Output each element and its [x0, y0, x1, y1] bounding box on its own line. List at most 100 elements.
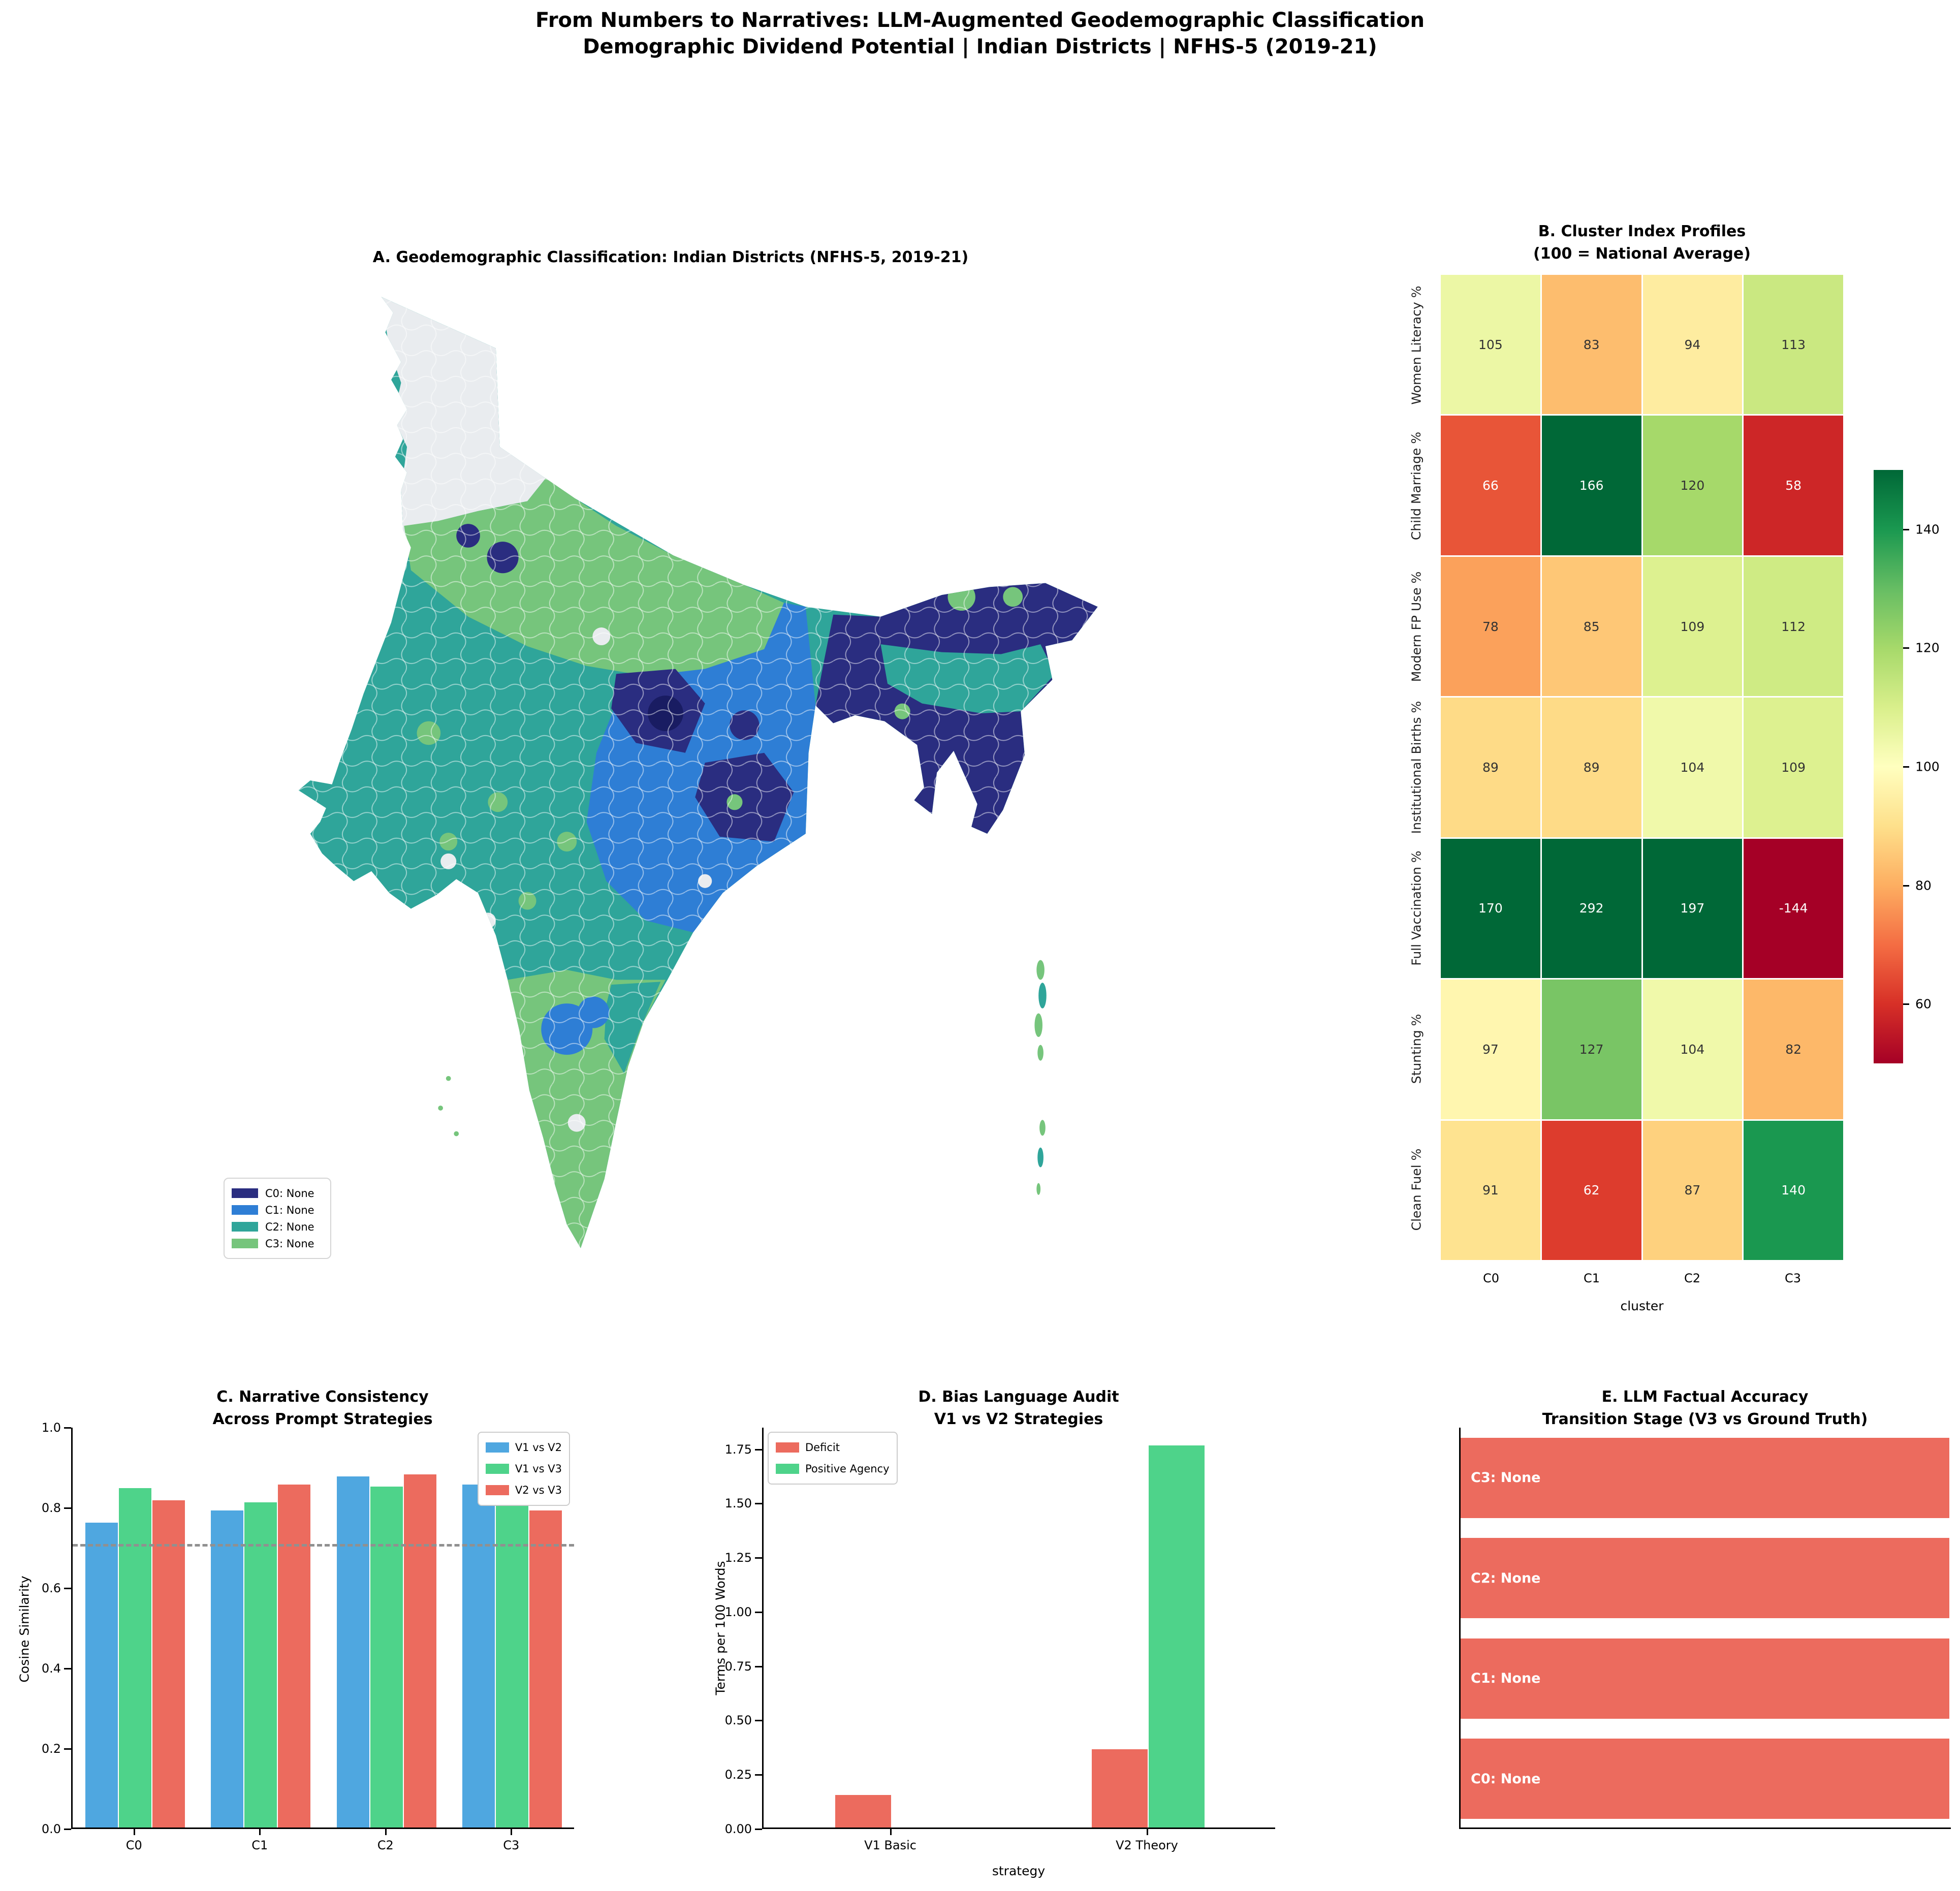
heatmap-cell-stunting--c0: 97	[1441, 980, 1540, 1119]
y-tick-label: 0.6	[41, 1581, 61, 1595]
map-legend-item-c3: C3: None	[232, 1235, 323, 1252]
x-tick	[133, 1829, 135, 1835]
heatmap-row-label: Clean Fuel %	[1402, 1119, 1431, 1260]
map-legend-label-c3: C3: None	[265, 1237, 314, 1250]
heatmap-cell-full-vaccination--c1: 292	[1541, 838, 1641, 979]
colorbar-tick	[1903, 766, 1909, 768]
bar-c1-v1-vs-v2	[211, 1510, 244, 1827]
heatmap-row-label-text: Stunting %	[1409, 1014, 1424, 1084]
y-tick-label: 0.00	[724, 1822, 752, 1836]
panel-d-title: D. Bias Language Audit V1 vs V2 Strategi…	[762, 1386, 1275, 1431]
heatmap-cell-clean-fuel--c0: 91	[1441, 1120, 1540, 1260]
panel-d-xlabel: strategy	[992, 1864, 1046, 1878]
map-speck-tripura-missing	[926, 824, 938, 836]
heatmap-cell-women-literacy--c2: 94	[1642, 275, 1743, 415]
map-legend-label-c2: C2: None	[265, 1220, 314, 1233]
x-tick	[890, 1829, 892, 1835]
panel-d-title-line1: D. Bias Language Audit	[918, 1388, 1119, 1406]
map-legend-label-c1: C1: None	[265, 1204, 314, 1216]
panel-c-title: C. Narrative Consistency Across Prompt S…	[71, 1386, 574, 1431]
x-tick	[385, 1829, 387, 1835]
legend-label: V1 vs V3	[515, 1463, 562, 1475]
heatmap-cell-institutional-births--c0: 89	[1441, 698, 1540, 837]
bar-v1-basic-deficit	[835, 1794, 891, 1827]
chart-legend: V1 vs V2 V1 vs V3 V2 vs V3	[477, 1432, 570, 1506]
y-tick-label: 1.50	[724, 1496, 752, 1511]
y-tick-label: 0.4	[41, 1661, 61, 1676]
heatmap-cell-women-literacy--c3: 113	[1744, 275, 1843, 415]
panel-c-title-line2: Across Prompt Strategies	[212, 1410, 433, 1428]
hbar-label: C1: None	[1471, 1671, 1541, 1687]
hbar-c0-none: C0: None	[1461, 1739, 1949, 1819]
heatmap-cell-child-marriage--c3: 58	[1744, 416, 1843, 555]
bar-c1-v2-vs-v3	[278, 1484, 311, 1827]
colorbar-tick	[1903, 1003, 1909, 1005]
heatmap-grid: 105 83 94 113 66 166 120 58 78 85 109 112 89 89 104 109…	[1441, 275, 1843, 1260]
y-tick-label: 1.0	[41, 1421, 61, 1435]
y-tick	[755, 1720, 762, 1722]
heatmap-xlabel: cluster	[1620, 1299, 1664, 1313]
x-tick	[511, 1829, 513, 1835]
heatmap-row-label: Women Literacy %	[1402, 275, 1431, 416]
legend-item-positive-agency: Positive Agency	[776, 1458, 890, 1479]
threshold-line	[73, 1544, 574, 1547]
hbar-c2-none: C2: None	[1461, 1538, 1949, 1619]
heatmap-cell-modern-fp-use--c3: 112	[1744, 556, 1843, 697]
x-tick	[259, 1829, 261, 1835]
y-tick-label: 1.00	[724, 1604, 752, 1619]
hbar-c1-none: C1: None	[1461, 1638, 1949, 1719]
map-legend: C0: None C1: None C2: None C3: None	[224, 1178, 331, 1259]
y-tick	[64, 1588, 71, 1589]
map-legend-swatch-c3	[232, 1239, 258, 1248]
legend-label: V1 vs V2	[515, 1441, 562, 1454]
map-legend-swatch-c2	[232, 1222, 258, 1232]
heatmap-cell-institutional-births--c3: 109	[1744, 698, 1843, 837]
y-tick-label: 0.2	[41, 1742, 61, 1756]
panel-c-plot: V1 vs V2 V1 vs V3 V2 vs V3	[71, 1428, 574, 1829]
x-tick	[1146, 1829, 1148, 1835]
y-tick-label: 1.75	[724, 1442, 752, 1457]
heatmap-cell-women-literacy--c0: 105	[1441, 275, 1540, 415]
heatmap-col-label-c2: C2	[1684, 1271, 1701, 1285]
map-legend-label-c0: C0: None	[265, 1187, 314, 1200]
heatmap-cell-institutional-births--c2: 104	[1642, 698, 1743, 837]
panel-e-title-line1: E. LLM Factual Accuracy	[1601, 1388, 1809, 1406]
heatmap-cell-clean-fuel--c1: 62	[1541, 1120, 1641, 1260]
district-boundaries-texture	[298, 297, 1098, 1248]
bar-c2-v1-vs-v2	[336, 1476, 369, 1827]
figure-title: From Numbers to Narratives: LLM-Augmente…	[0, 7, 1960, 60]
legend-item-deficit: Deficit	[776, 1437, 890, 1458]
bar-c2-v1-vs-v3	[370, 1486, 403, 1827]
panel-b-title-line2: (100 = National Average)	[1533, 245, 1751, 263]
x-tick-label-c3: C3	[503, 1838, 520, 1852]
y-tick	[755, 1557, 762, 1559]
panel-b-title-line1: B. Cluster Index Profiles	[1538, 223, 1746, 240]
legend-label: Positive Agency	[805, 1463, 890, 1475]
legend-item-v1-vs-v2: V1 vs V2	[485, 1437, 562, 1458]
heatmap-cell-stunting--c3: 82	[1744, 980, 1843, 1119]
x-tick-label-c1: C1	[251, 1838, 268, 1852]
india-choropleth-map	[152, 285, 1179, 1280]
legend-label: V2 vs V3	[515, 1484, 562, 1496]
bar-c3-v2-vs-v3	[529, 1510, 562, 1827]
heatmap-cell-stunting--c1: 127	[1541, 980, 1641, 1119]
bar-c2-v2-vs-v3	[403, 1474, 436, 1827]
heatmap-row-label-text: Child Marriage %	[1409, 431, 1424, 541]
hbar-label: C0: None	[1471, 1771, 1541, 1787]
map-legend-item-c0: C0: None	[232, 1185, 323, 1202]
legend-swatch	[485, 1442, 509, 1453]
legend-item-v2-vs-v3: V2 vs V3	[485, 1479, 562, 1501]
y-tick	[755, 1503, 762, 1505]
legend-swatch	[485, 1464, 509, 1474]
heatmap-row-label-text: Clean Fuel %	[1409, 1148, 1424, 1231]
india-map-svg	[298, 297, 1098, 1248]
heatmap-colorbar	[1874, 470, 1903, 1063]
hbar-label: C2: None	[1471, 1570, 1541, 1586]
heatmap-cell-modern-fp-use--c1: 85	[1541, 556, 1641, 697]
panel-b-title: B. Cluster Index Profiles (100 = Nationa…	[1441, 220, 1843, 265]
colorbar-tick-label: 120	[1915, 640, 1940, 655]
legend-swatch	[776, 1442, 799, 1453]
colorbar-tick-label: 60	[1915, 996, 1932, 1012]
y-tick-label: 0.8	[41, 1501, 61, 1515]
